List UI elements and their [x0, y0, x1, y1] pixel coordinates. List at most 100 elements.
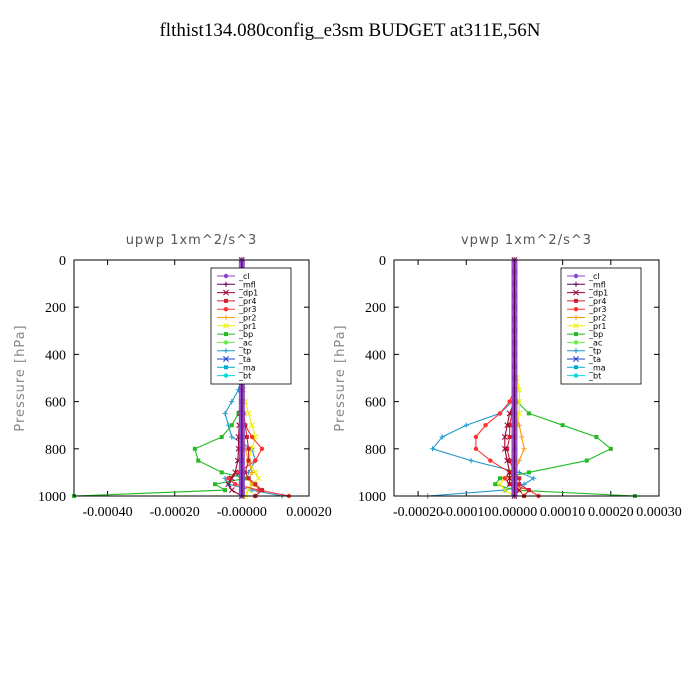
data-point-dp1: [225, 481, 232, 488]
x-tick-label: 0.00000: [492, 505, 538, 520]
data-point-pr3: [502, 476, 508, 481]
x-tick-label: -0.00040: [82, 505, 132, 520]
data-point-tp: [439, 434, 445, 440]
legend-marker: [223, 340, 229, 345]
legend-marker: [573, 273, 579, 279]
legend-marker: [223, 373, 229, 378]
plot-frame: [73, 259, 310, 497]
legend-label: _ac: [588, 338, 602, 347]
legend-label: _ta: [238, 355, 251, 364]
legend-label: _pr3: [238, 305, 256, 314]
y-tick-label: 400: [365, 348, 386, 363]
data-point-bp: [526, 411, 531, 416]
data-point-tp: [222, 410, 228, 416]
legend-marker: [573, 281, 579, 287]
chart-panel-2: vpwp 1xm^2/s^3 Pressure [hPa] 0 200 400 600 80…: [333, 233, 682, 520]
legend-marker: [223, 314, 229, 321]
data-point-bp: [213, 482, 217, 487]
data-point-pr1: [516, 386, 523, 393]
legend-label: _mfl: [238, 280, 256, 289]
y-tick-label: 1000: [358, 490, 386, 505]
data-point-dp1: [506, 481, 513, 488]
data-point-pr2: [249, 469, 255, 475]
y-tick-label: 800: [365, 443, 386, 458]
y-tick-label: 800: [45, 443, 66, 458]
y-tick-label: 200: [45, 301, 66, 316]
data-point-bp: [526, 470, 531, 475]
legend-marker: [223, 307, 229, 312]
data-point-bp: [196, 458, 201, 463]
data-point-dp1: [506, 475, 513, 482]
data-point-pr1: [501, 487, 508, 494]
data-point-dp1: [501, 434, 508, 440]
legend-label: _pr4: [588, 297, 606, 306]
legend-marker: [573, 340, 579, 345]
page-title: flthist134.080config_e3sm BUDGET at311E,…: [159, 20, 541, 41]
y-tick-label: 600: [45, 396, 66, 411]
y-tick-label: 400: [45, 348, 66, 363]
legend-label: _cl: [238, 272, 250, 281]
data-point-pr2: [516, 458, 522, 464]
legend-marker: [573, 314, 579, 321]
data-point-pr4: [246, 476, 251, 481]
data-point-pr1: [255, 475, 262, 482]
legend-marker: [224, 332, 228, 337]
data-point-pr4: [244, 435, 249, 439]
data-point-pr3: [256, 487, 261, 493]
data-point-bp: [243, 476, 248, 481]
data-point-dp1: [504, 422, 511, 429]
legend-marker: [574, 332, 578, 337]
data-point-dp1: [501, 445, 508, 452]
data-point-pr4: [253, 482, 258, 487]
data-point-dp1: [516, 487, 523, 494]
chart-title: upwp 1xm^2/s^3: [126, 233, 258, 248]
legend: _cl_mfl_dp1_pr4_pr3_pr2_pr1_bp_ac_tp_ta_…: [210, 267, 292, 385]
y-axis-label: Pressure [hPa]: [13, 324, 28, 431]
legend-label: _cl: [588, 272, 600, 281]
x-tick-label: -0.00020: [393, 505, 443, 520]
data-point-pr4: [517, 482, 522, 487]
data-point-bp: [192, 446, 197, 451]
legend-marker: [573, 322, 579, 329]
legend-marker: [573, 289, 579, 296]
data-point-pr2: [516, 422, 522, 428]
data-point-pr3: [232, 482, 238, 487]
data-point-pr1: [248, 422, 255, 429]
data-point-pr2: [521, 446, 527, 452]
legend-marker: [224, 365, 228, 370]
x-tick-label: 0.00020: [286, 505, 332, 520]
data-point-pr4: [243, 470, 248, 475]
data-point-pr3: [497, 411, 503, 416]
legend-label: _pr1: [238, 322, 256, 331]
data-point-tp: [521, 481, 527, 487]
data-point-bp: [236, 411, 241, 416]
data-point-bp: [498, 476, 502, 481]
x-tick-label: 0.00030: [636, 505, 682, 520]
data-point-pr1: [516, 398, 523, 405]
legend-label: _pr2: [238, 314, 256, 323]
data-point-bp: [584, 458, 589, 463]
legend-marker: [573, 348, 579, 354]
legend-marker: [223, 356, 229, 362]
legend-label: _pr1: [588, 322, 606, 331]
legend-marker: [223, 273, 229, 279]
data-point-bp: [219, 435, 224, 439]
y-tick-label: 0: [379, 254, 386, 269]
legend-marker: [573, 356, 579, 362]
data-point-bp: [594, 435, 599, 439]
data-point-pr3: [483, 423, 488, 428]
legend-marker: [223, 348, 229, 354]
data-point-bp: [608, 446, 613, 451]
data-point-pr4: [507, 458, 512, 463]
legend-label: _ma: [588, 363, 606, 372]
data-point-dp1: [228, 475, 235, 482]
data-point-pr1: [516, 410, 523, 417]
data-point-bp: [560, 423, 565, 428]
data-point-pr3: [253, 458, 258, 463]
legend-marker: [223, 322, 229, 329]
data-point-pr4: [517, 476, 522, 481]
data-point-dp1: [506, 410, 513, 417]
data-point-pr4: [507, 435, 512, 439]
data-point-pr3: [507, 399, 512, 404]
